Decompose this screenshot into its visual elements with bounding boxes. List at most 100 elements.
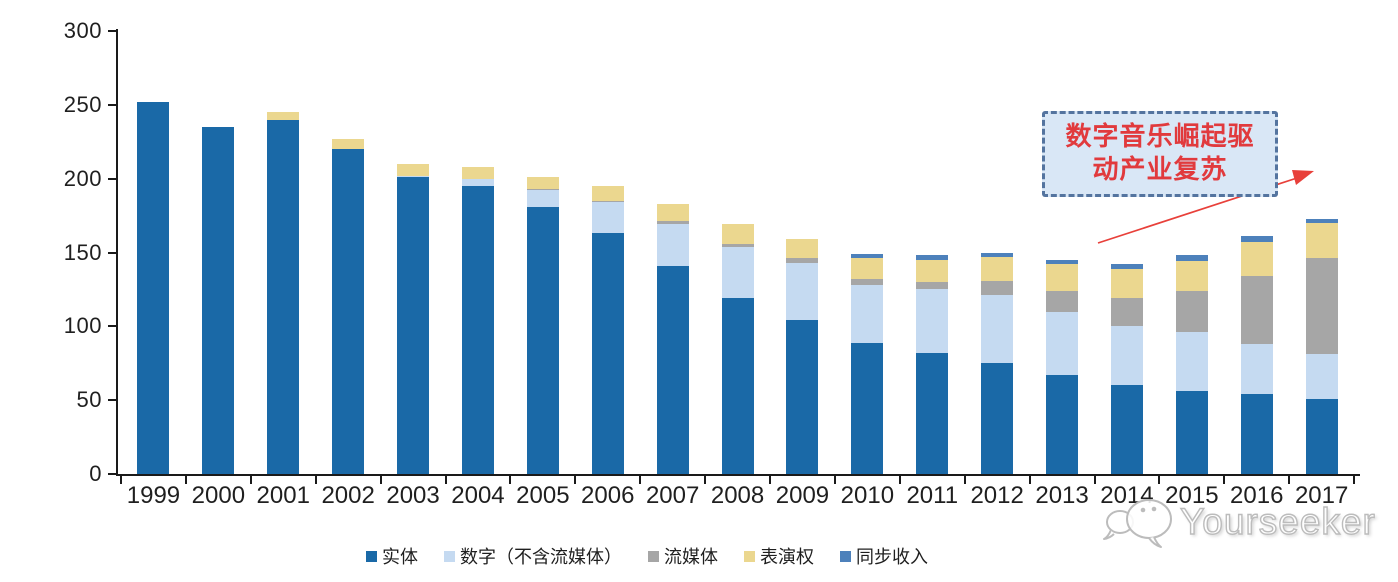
bar-segment (591, 200, 624, 203)
bar-segment (656, 224, 689, 266)
bar-segment (591, 233, 624, 474)
legend-label: 数字（不含流媒体） (460, 547, 622, 568)
bar-segment (526, 190, 559, 207)
bar-segment (397, 175, 430, 178)
bar-segment (1305, 354, 1338, 399)
bar-segment (332, 149, 365, 474)
bar-segment (526, 177, 559, 189)
annotation-text-line2: 动产业复苏 (1092, 155, 1228, 185)
y-tick (108, 325, 116, 328)
bar-segment (851, 253, 884, 259)
bar-segment (656, 203, 689, 222)
bar-segment (786, 258, 819, 263)
bar-segment (981, 280, 1014, 296)
bar-segment (981, 252, 1014, 257)
y-axis-line (116, 29, 118, 476)
x-axis-label: 2003 (386, 482, 440, 509)
bar-segment (916, 352, 949, 474)
bar-segment (916, 289, 949, 353)
legend-item: 同步收入 (840, 543, 928, 569)
bar-segment (656, 265, 689, 474)
x-axis-label: 2012 (970, 482, 1024, 509)
bar-segment (1305, 218, 1338, 223)
bar-segment (1046, 375, 1079, 474)
x-axis-label: 2010 (840, 482, 895, 509)
x-axis-label: 2013 (1035, 482, 1089, 509)
bar-segment (1046, 259, 1079, 265)
bar-segment (1305, 398, 1338, 474)
x-tick (249, 476, 252, 484)
watermark: Yourseeker (1102, 492, 1376, 552)
bar-segment (916, 255, 949, 260)
legend-label: 表演权 (760, 547, 814, 568)
x-axis-label: 2008 (710, 482, 765, 509)
bar-segment (1175, 332, 1208, 392)
bar-segment (786, 239, 819, 259)
bar-segment (851, 284, 884, 343)
x-tick (898, 476, 901, 484)
x-axis-label: 2005 (516, 482, 570, 509)
bar-segment (981, 363, 1014, 474)
bar-segment (851, 279, 884, 285)
bar-segment (1110, 385, 1143, 474)
legend-swatch (744, 550, 755, 562)
bar-segment (786, 262, 819, 321)
bar-segment (1240, 344, 1273, 395)
bar-segment (1046, 311, 1079, 376)
bar-segment (1110, 264, 1143, 269)
y-tick (108, 30, 116, 32)
x-tick (509, 476, 512, 484)
x-tick (639, 476, 642, 484)
x-tick (1288, 476, 1291, 484)
bar-segment (461, 166, 494, 179)
x-axis-label: 2009 (775, 482, 830, 509)
bar-segment (397, 177, 430, 474)
bar-segment (591, 202, 624, 234)
x-tick (1158, 476, 1161, 484)
y-tick (108, 177, 116, 180)
y-axis-label: 0 (89, 461, 102, 486)
annotation-text-line1: 数字音乐崛起驱 (1065, 122, 1255, 152)
x-tick (379, 476, 382, 484)
x-tick (833, 476, 836, 484)
legend-item: 表演权 (744, 543, 814, 569)
x-axis-label: 2016 (1230, 482, 1284, 509)
bar-segment (1110, 326, 1143, 386)
bar-segment (267, 119, 300, 474)
bar-segment (332, 138, 365, 150)
bar-segment (526, 189, 559, 191)
bar-segment (916, 282, 949, 290)
bar-segment (721, 243, 754, 247)
x-axis-label: 2000 (191, 482, 246, 509)
legend-label: 同步收入 (856, 547, 928, 568)
watermark-chat-bubbles-icon (1103, 499, 1172, 548)
bar-segment (1240, 236, 1273, 243)
x-axis-label: 2011 (906, 482, 959, 509)
bar-segment (1175, 290, 1208, 333)
y-axis-label: 300 (63, 18, 102, 43)
y-tick (108, 103, 116, 106)
y-axis-label: 250 (63, 91, 102, 117)
x-axis-label: 2001 (256, 482, 310, 509)
bar-segment (851, 258, 884, 280)
y-axis-label: 100 (63, 313, 102, 339)
x-tick (314, 476, 317, 484)
y-axis-label: 50 (76, 387, 102, 413)
legend-swatch (366, 550, 377, 562)
x-axis-label: 1999 (126, 482, 181, 509)
x-tick (184, 476, 187, 484)
x-axis-line (116, 474, 1360, 476)
y-tick (108, 473, 116, 475)
x-tick (1028, 476, 1031, 484)
x-tick (444, 476, 447, 484)
bar-segment (981, 295, 1014, 364)
bar-segment (721, 224, 754, 244)
bar-segment (526, 206, 559, 474)
bar-segment (1240, 276, 1273, 345)
bar-segment (461, 186, 494, 474)
legend-item: 流媒体 (648, 543, 718, 569)
bar-segment (721, 246, 754, 299)
legend-label: 流媒体 (664, 547, 718, 568)
x-tick (1093, 476, 1096, 484)
